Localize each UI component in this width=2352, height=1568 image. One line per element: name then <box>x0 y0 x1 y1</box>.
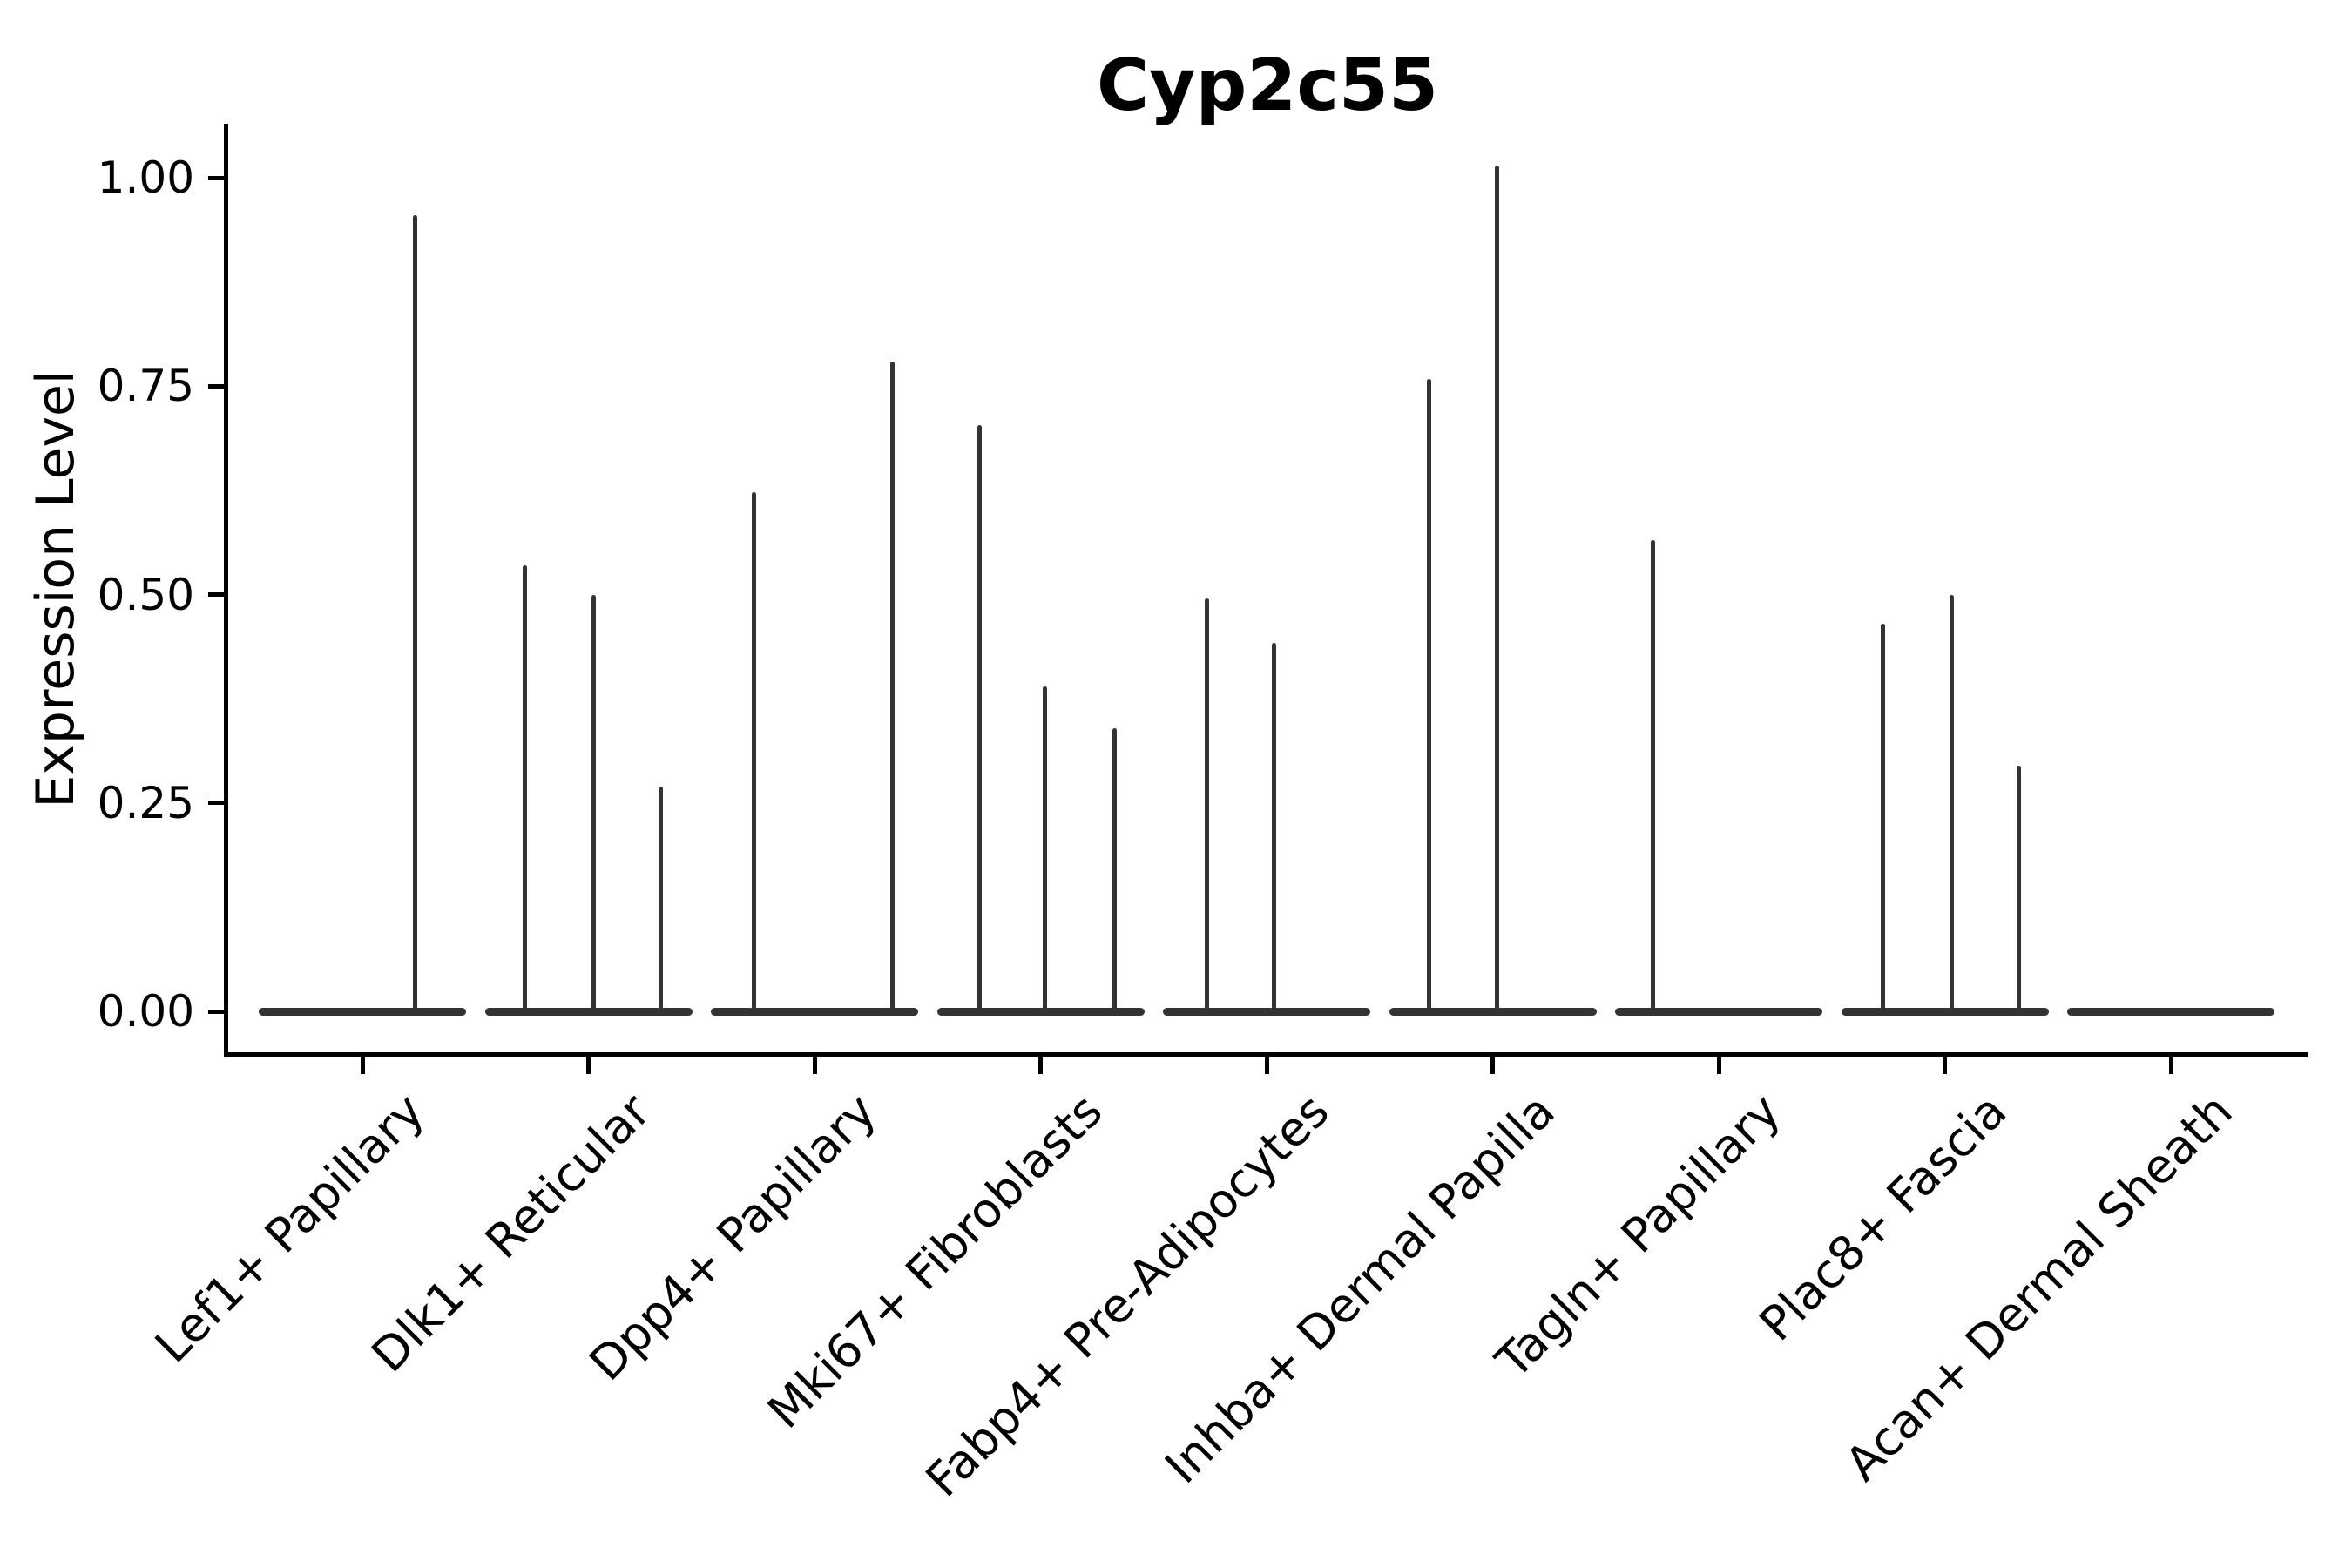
violin-spike <box>977 425 982 1016</box>
x-tick <box>586 1057 591 1074</box>
x-tick <box>812 1057 817 1074</box>
violin-baseline <box>484 1007 693 1016</box>
violin-spike <box>1112 727 1117 1016</box>
y-tick <box>208 592 224 597</box>
violin-spike <box>1950 594 1954 1016</box>
violin-spike <box>751 491 756 1016</box>
violin-spike <box>1427 378 1431 1016</box>
x-tick <box>2168 1057 2173 1074</box>
violin-spike <box>659 786 663 1016</box>
violin-spike <box>1495 165 1499 1016</box>
violin-baseline <box>1163 1007 1370 1016</box>
x-tick-label: Acan+ Dermal Sheath <box>1835 1083 2244 1492</box>
y-tick <box>208 1009 224 1014</box>
violin-spike <box>412 215 417 1016</box>
x-tick <box>360 1057 365 1074</box>
violin-spike <box>2017 765 2021 1016</box>
x-axis-spine <box>224 1052 2308 1057</box>
x-tick-label: Fabp4+ Pre-Adipocytes <box>915 1083 1340 1508</box>
violin-spike <box>591 594 596 1016</box>
y-tick-label: 1.00 <box>97 152 194 203</box>
x-tick <box>1264 1057 1269 1074</box>
x-tick <box>1943 1057 1947 1074</box>
violin-baseline <box>1389 1007 1597 1016</box>
x-tick-label: Inhba+ Dermal Papilla <box>1154 1083 1565 1495</box>
violin-baseline <box>259 1007 466 1016</box>
violin-spike <box>1204 598 1209 1016</box>
y-axis-spine <box>224 124 228 1057</box>
y-tick <box>208 801 224 806</box>
y-tick-label: 0.75 <box>97 361 194 412</box>
chart-title: Cyp2c55 <box>1096 44 1439 127</box>
x-tick <box>1716 1057 1721 1074</box>
violin-spike <box>1043 686 1047 1016</box>
violin-spike <box>889 361 895 1016</box>
x-tick <box>1490 1057 1495 1074</box>
violin-spike <box>1881 623 1885 1016</box>
y-tick <box>208 383 224 389</box>
y-tick-label: 0.00 <box>97 986 194 1037</box>
violin-baseline <box>2067 1007 2274 1016</box>
violin-spike <box>523 565 527 1016</box>
violin-spike <box>1650 540 1655 1016</box>
violin-baseline <box>1615 1007 1822 1016</box>
violin-baseline <box>1841 1007 2049 1016</box>
x-tick <box>1038 1057 1043 1074</box>
y-axis-label: Expression Level <box>25 369 86 808</box>
violin-baseline <box>711 1007 918 1016</box>
y-tick <box>208 175 224 180</box>
y-tick-label: 0.50 <box>97 569 194 620</box>
violin-baseline <box>936 1007 1145 1016</box>
violin-spike <box>1271 643 1276 1016</box>
y-tick-label: 0.25 <box>97 777 194 828</box>
